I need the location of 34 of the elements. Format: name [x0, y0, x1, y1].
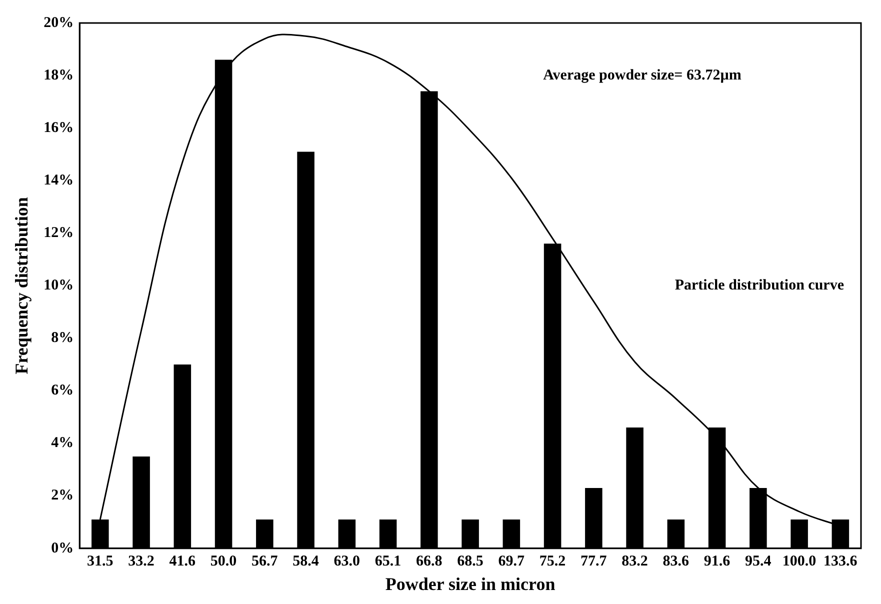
- x-axis-title: Powder size in micron: [385, 574, 556, 594]
- x-tick-label: 31.5: [87, 553, 114, 570]
- x-tick-label: 77.7: [580, 553, 608, 570]
- y-tick-label: 6%: [51, 382, 74, 399]
- annotation: Particle distribution curve: [674, 278, 844, 294]
- x-tick-label: 133.6: [824, 553, 858, 570]
- x-tick-label: 41.6: [169, 553, 196, 570]
- x-tick-label: 66.8: [416, 553, 442, 570]
- x-tick-label: 75.2: [539, 553, 566, 570]
- x-tick-label: 65.1: [374, 553, 402, 570]
- y-tick-label: 8%: [51, 330, 74, 346]
- x-tick-label: 83.6: [662, 553, 690, 570]
- x-tick-label: 69.7: [498, 553, 526, 570]
- y-axis-title: Frequency distribution: [11, 197, 32, 374]
- x-tick-label: 83.2: [622, 553, 648, 570]
- x-tick-label: 33.2: [128, 553, 154, 570]
- y-tick-label: 16%: [44, 120, 74, 136]
- x-tick-label: 100.0: [782, 553, 816, 570]
- x-tick-label: 95.4: [745, 553, 772, 570]
- y-tick-label: 12%: [44, 225, 74, 242]
- y-tick-label: 0%: [51, 540, 74, 556]
- y-tick-label: 10%: [44, 278, 74, 294]
- x-tick-label: 58.4: [292, 553, 320, 570]
- y-tick-label: 20%: [44, 14, 74, 31]
- x-tick-label: 91.6: [704, 553, 731, 570]
- y-tick-label: 18%: [44, 67, 74, 84]
- x-tick-label: 63.0: [334, 553, 360, 570]
- x-tick-label: 50.0: [210, 553, 237, 570]
- annotation: Average powder size= 63.72µm: [543, 67, 742, 84]
- x-tick-label: 68.5: [457, 553, 484, 570]
- x-tick-label: 56.7: [252, 553, 278, 570]
- y-tick-label: 14%: [44, 172, 74, 188]
- y-tick-label: 4%: [51, 435, 74, 452]
- y-tick-label: 2%: [51, 488, 74, 504]
